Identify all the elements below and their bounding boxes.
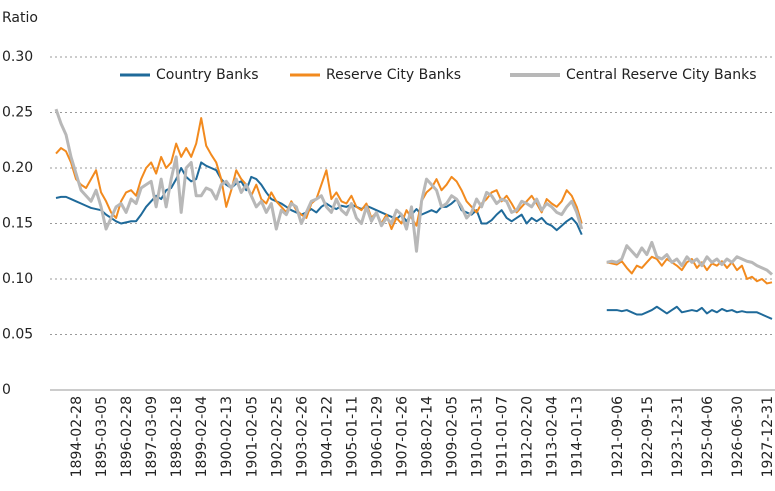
x-tick-label: 1927-12-31 [760,396,775,477]
series-line [55,161,773,320]
legend-label: Reserve City Banks [326,67,461,83]
x-tick-label: 1908-02-14 [420,396,436,477]
x-tick-label: 1896-02-28 [119,396,135,477]
y-tick-label: 0.25 [2,105,33,121]
y-tick-label: 0 [2,382,11,398]
x-tick-label: 1909-02-05 [445,396,461,477]
y-tick-label: 0.10 [2,271,33,287]
y-tick-label: 0.05 [2,327,33,343]
x-tick-label: 1912-02-20 [520,396,536,477]
y-tick-label: 0.15 [2,216,33,232]
x-tick-label: 1910-01-31 [470,396,486,477]
x-tick-label: 1923-12-31 [670,396,686,477]
x-tick-label: 1921-09-06 [610,396,626,477]
legend-label: Central Reserve City Banks [566,67,757,83]
series-line [55,117,773,285]
x-tick-label: 1904-01-22 [319,396,335,477]
x-tick-label: 1901-02-05 [244,396,260,477]
series-line [54,108,773,276]
y-axis-label: Ratio [2,10,38,26]
x-tick-label: 1914-01-13 [570,396,586,477]
x-tick-label: 1926-06-30 [730,396,746,477]
x-tick-label: 1898-02-18 [169,396,185,477]
y-tick-label: 0.20 [2,160,33,176]
x-tick-label: 1895-03-05 [94,396,110,477]
x-tick-label: 1911-01-07 [495,396,511,477]
x-tick-label: 1922-09-15 [640,396,656,477]
x-tick-label: 1925-04-06 [700,396,716,477]
x-tick-label: 1899-02-04 [194,396,210,477]
x-tick-label: 1903-02-26 [294,396,310,477]
x-tick-label: 1905-01-11 [344,396,360,477]
x-tick-label: 1894-02-28 [69,396,85,477]
x-tick-label: 1897-03-09 [144,396,160,477]
x-tick-label: 1902-02-25 [269,396,285,477]
x-tick-label: 1913-02-04 [545,396,561,477]
y-tick-label: 0.30 [2,49,33,65]
x-tick-label: 1900-02-13 [219,396,235,477]
x-tick-label: 1906-01-29 [369,396,385,477]
x-tick-label: 1907-01-26 [394,396,410,477]
legend-label: Country Banks [156,67,259,83]
